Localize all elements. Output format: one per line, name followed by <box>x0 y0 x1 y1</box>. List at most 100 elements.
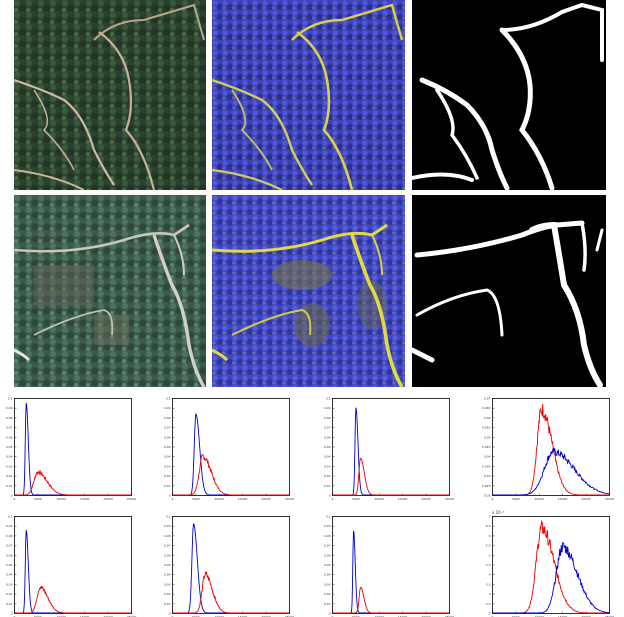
y-tick-label: 0.01 <box>324 484 331 488</box>
y-tick-label: 0.08 <box>324 416 331 420</box>
series-line <box>172 571 290 614</box>
series-line <box>14 470 132 496</box>
x-tick-label: 20000 <box>261 615 271 617</box>
plot-frame <box>492 516 610 614</box>
y-tick-label: 0.07 <box>164 426 171 430</box>
y-tick-label: 0.08 <box>164 416 171 420</box>
y-tick-label: 0.065 <box>482 406 491 410</box>
y-tick-label: 0.1 <box>8 515 13 519</box>
satellite-image-2 <box>14 195 206 387</box>
y-tick-label: 0.02 <box>6 474 13 478</box>
road-mask-2 <box>412 195 606 387</box>
y-tick-label: 0.07 <box>6 426 13 430</box>
x-tick-label: 5000 <box>352 615 360 617</box>
x-tick-label: 25000 <box>445 615 455 617</box>
histogram-2-3: 0 5000 10000 15000 20000 25000 0.1 0.09 0.08 0.07… <box>324 515 455 617</box>
y-tick-label: 0.03 <box>6 582 13 586</box>
y-tick-label: 0.05 <box>164 445 171 449</box>
y-tick-label: 0.08 <box>324 534 331 538</box>
y-tick-label: 0 <box>329 494 331 498</box>
series-line <box>492 541 610 614</box>
histogram-plot: 0 5000 10000 15000 20000 25000 0.1 0.09 0.08 0.07… <box>6 515 137 617</box>
y-tick-label: 0.07 <box>324 544 331 548</box>
x-tick-label: 15000 <box>80 497 90 501</box>
y-tick-label: 5 <box>489 553 491 557</box>
y-tick-label: 0.04 <box>164 573 171 577</box>
x-tick-label: 10000 <box>215 615 225 617</box>
x-tick-label: 25000 <box>605 615 615 617</box>
histogram-plot: 0 5000 10000 15000 20000 25000 7 6.5 6 5.5 5 4.5 4 3.… <box>486 510 615 617</box>
x-tick-label: 25000 <box>127 497 137 501</box>
y-tick-label: 0.1 <box>326 515 331 519</box>
y-tick-label: 6 <box>489 534 491 538</box>
forest-road-image-icon <box>14 195 206 387</box>
histogram-plot: 0 5000 10000 15000 20000 25000 0.1 0.09 0.08 0.07… <box>6 397 137 502</box>
x-tick-label: 0 <box>492 615 494 617</box>
x-tick-label: 0 <box>492 497 494 501</box>
histogram-1-3: 0 5000 10000 15000 20000 25000 0.1 0.09 0.08 0.07… <box>324 397 455 502</box>
x-tick-label: 5000 <box>192 497 200 501</box>
x-tick-label: 15000 <box>238 497 248 501</box>
series-line <box>172 454 290 496</box>
x-tick-label: 20000 <box>581 615 591 617</box>
y-tick-label: 2.5 <box>486 602 491 606</box>
forest-road-image-icon <box>14 0 206 190</box>
plot-frame <box>492 398 610 496</box>
y-tick-label: 0.08 <box>6 416 13 420</box>
x-tick-label: 0 <box>332 615 334 617</box>
false-color-image-2 <box>212 195 405 387</box>
series-line <box>492 447 610 496</box>
y-tick-label: 0.1 <box>326 397 331 401</box>
binary-mask-image-icon <box>412 0 606 190</box>
y-tick-label: 0.06 <box>164 553 171 557</box>
x-tick-label: 0 <box>172 615 174 617</box>
histogram-plot: 0 5000 10000 15000 20000 25000 0.1 0.09 0.08 0.07… <box>324 515 455 617</box>
y-tick-label: 0.1 <box>166 515 171 519</box>
y-tick-label: 0.01 <box>164 484 171 488</box>
y-tick-label: 0.045 <box>482 445 491 449</box>
x-tick-label: 10000 <box>535 497 545 501</box>
x-tick-label: 25000 <box>605 497 615 501</box>
x-tick-label: 5000 <box>352 497 360 501</box>
x-tick-label: 20000 <box>581 497 591 501</box>
plot-frame <box>172 398 290 496</box>
y-tick-label: 0.04 <box>324 573 331 577</box>
plot-frame <box>14 398 132 496</box>
y-tick-label: 4.5 <box>486 563 491 567</box>
y-tick-label: 0.09 <box>6 524 13 528</box>
y-tick-label: 0.09 <box>6 406 13 410</box>
y-tick-label: 7 <box>489 515 491 519</box>
x-tick-label: 10000 <box>215 497 225 501</box>
y-tick-label: 0.02 <box>324 592 331 596</box>
y-tick-label: 0.05 <box>164 563 171 567</box>
y-tick-label: 0.07 <box>164 544 171 548</box>
x-tick-label: 10000 <box>375 615 385 617</box>
y-tick-label: 0.09 <box>324 406 331 410</box>
road-mask-1 <box>412 0 606 190</box>
y-tick-label: 0 <box>169 612 171 616</box>
y-tick-label: 0 <box>169 494 171 498</box>
y-tick-label: 0.04 <box>6 455 13 459</box>
x-tick-label: 25000 <box>285 615 295 617</box>
x-tick-label: 10000 <box>57 497 67 501</box>
x-tick-label: 20000 <box>103 497 113 501</box>
y-tick-label: 0.025 <box>482 484 491 488</box>
y-tick-label: 0.03 <box>6 464 13 468</box>
y-tick-label: 3 <box>489 592 491 596</box>
satellite-image-1 <box>14 0 206 190</box>
y-tick-label: 6.5 <box>486 524 491 528</box>
y-tick-label: 0.03 <box>164 582 171 586</box>
y-tick-label: 0.01 <box>6 484 13 488</box>
series-line <box>332 586 450 614</box>
y-tick-label: 0.02 <box>6 592 13 596</box>
false-color-image-1 <box>212 0 405 190</box>
y-tick-label: 0.07 <box>6 544 13 548</box>
x-tick-label: 25000 <box>285 497 295 501</box>
y-tick-label: 0.03 <box>324 464 331 468</box>
y-tick-label: 0.06 <box>164 435 171 439</box>
x-tick-label: 5000 <box>192 615 200 617</box>
false-color-image-icon <box>212 195 405 387</box>
false-color-image-icon <box>212 0 405 190</box>
histogram-1-2: 0 5000 10000 15000 20000 25000 0.1 0.09 0.08 0.07… <box>164 397 295 502</box>
x-tick-label: 15000 <box>238 615 248 617</box>
